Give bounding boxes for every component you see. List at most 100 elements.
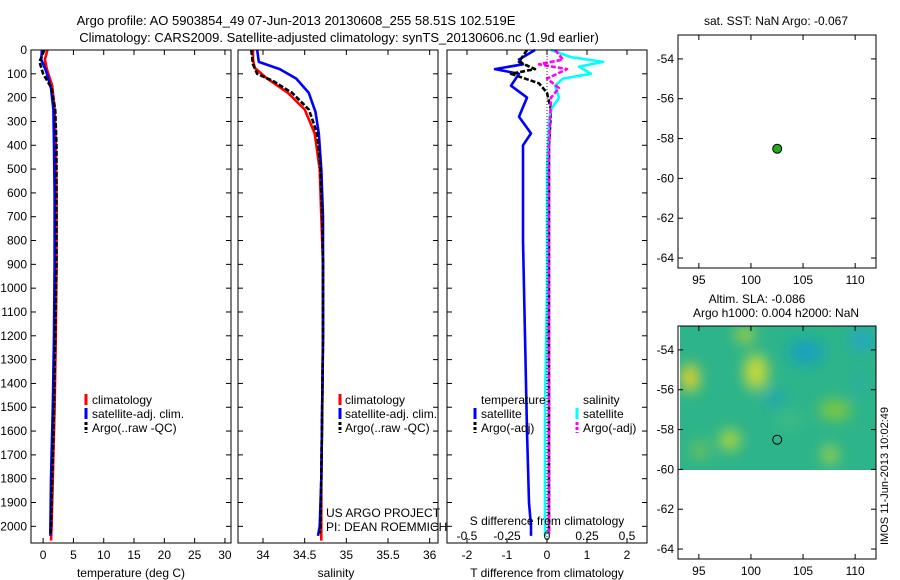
y-tick-label: 1700	[0, 448, 27, 462]
series-line-2-0	[493, 48, 536, 536]
x-tick-label: 0	[544, 548, 551, 562]
y-tick-label: 1200	[0, 329, 27, 343]
x-tick-label: 36	[423, 548, 437, 562]
legend-label-climatology: climatology	[345, 393, 405, 407]
temperature-axes	[30, 49, 232, 544]
difference-xlabel-salinity: S difference from climatology	[470, 514, 625, 528]
x-tick-label: 0	[40, 548, 47, 562]
y-tick-label: 1300	[0, 353, 27, 367]
temperature-legend: climatology satellite-adj. clim. Argo(..…	[84, 393, 184, 435]
x-tick-label: 100	[741, 564, 761, 578]
y-tick-label: 400	[7, 138, 27, 152]
y-tick-label: 0	[20, 43, 27, 57]
difference-xlabel: T difference from climatology	[470, 566, 624, 580]
x-tick-label: 2	[624, 548, 631, 562]
sla-map-title-line2: Argo h1000: 0.004 h2000: NaN	[693, 306, 859, 320]
x-tick-label: 25	[188, 548, 202, 562]
x-tick-label-salinity: 0.5	[619, 529, 636, 543]
salinity-panel: 34 34.5 35 35.5 36 salinity climatology sate…	[237, 49, 447, 580]
x-tick-label: 34	[256, 548, 270, 562]
y-tick-label: 200	[7, 91, 27, 105]
temperature-panel: 0 5 10 15 20 25 300100200300400500600700800900…	[0, 43, 232, 580]
sla-map-title-line1: Altim. SLA: -0.086	[709, 292, 806, 306]
x-tick-label: 35	[340, 548, 354, 562]
series-line-0-1	[39, 49, 56, 536]
x-tick-label: 1	[584, 548, 591, 562]
x-tick-label: 105	[793, 273, 813, 287]
project-line1: US ARGO PROJECT	[326, 506, 441, 520]
y-tick-label: 1400	[0, 376, 27, 390]
x-tick-label: 110	[846, 564, 865, 578]
figure-title-line2: Climatology: CARS2009. Satellite-adjuste…	[79, 30, 599, 45]
y-tick-label: 1000	[0, 281, 27, 295]
salinity-axes	[237, 49, 439, 544]
series-line-2-3	[537, 49, 569, 534]
y-tick-label: 1800	[0, 472, 27, 486]
legend-label-argo: Argo(..raw -QC)	[345, 421, 430, 435]
sst-map-title: sat. SST: NaN Argo: -0.067	[704, 14, 848, 28]
x-tick-label-salinity: -0.5	[457, 529, 478, 543]
legend-title-temperature: temperature	[481, 393, 546, 407]
y-tick-label: -58	[657, 423, 675, 437]
x-tick-label: 95	[692, 273, 706, 287]
legend-label-climatology: climatology	[92, 393, 152, 407]
x-tick-label: 5	[70, 548, 77, 562]
y-tick-label: -54	[657, 343, 675, 357]
series-line-0-2	[38, 49, 58, 534]
y-tick-label: -64	[657, 251, 675, 265]
y-tick-label: 800	[7, 234, 27, 248]
series-line-1-2	[250, 49, 325, 534]
x-tick-label: -1	[502, 548, 513, 562]
legend-title-salinity: salinity	[583, 393, 620, 407]
legend-label-t-satellite: satellite	[481, 407, 522, 421]
y-tick-label: 1900	[0, 496, 27, 510]
legend-label-argo: Argo(..raw -QC)	[92, 421, 177, 435]
series-line-2-2	[543, 48, 605, 536]
y-tick-label: -60	[657, 462, 675, 476]
y-tick-label: -56	[657, 383, 675, 397]
y-tick-label: 1500	[0, 400, 27, 414]
y-tick-label: 500	[7, 162, 27, 176]
argo-location-marker	[772, 434, 783, 445]
y-tick-label: -54	[657, 52, 675, 66]
imos-watermark: IMOS 11-Jun-2013 10:02:49	[879, 407, 891, 545]
y-tick-label: -62	[657, 211, 675, 225]
y-tick-label: 300	[7, 114, 27, 128]
salinity-legend: climatology satellite-adj. clim. Argo(..…	[338, 393, 437, 435]
y-tick-label: 700	[7, 210, 27, 224]
y-tick-label: 1100	[1, 305, 27, 319]
legend-label-satellite: satellite-adj. clim.	[345, 407, 437, 421]
x-tick-label: 10	[97, 548, 111, 562]
temperature-xlabel: temperature (deg C)	[77, 566, 185, 580]
project-line2: PI: DEAN ROEMMICH	[326, 520, 447, 534]
x-tick-label: 15	[127, 548, 141, 562]
x-tick-label: 110	[846, 273, 865, 287]
y-tick-label: -62	[657, 502, 675, 516]
salinity-xlabel: salinity	[318, 566, 355, 580]
x-tick-label: 105	[793, 564, 813, 578]
x-tick-label-salinity: -0.25	[493, 529, 521, 543]
sla-map-panel: Altim. SLA: -0.086 Argo h1000: 0.004 h20…	[657, 292, 891, 578]
sla-map-axes	[677, 325, 877, 560]
y-tick-label: 600	[7, 186, 27, 200]
legend-label-s-satellite: satellite	[583, 407, 624, 421]
difference-legend: temperature salinity satellite Argo(-adj…	[473, 393, 636, 435]
x-tick-label: 30	[218, 548, 232, 562]
x-tick-label: 34.5	[293, 548, 317, 562]
y-tick-label: 1600	[0, 424, 27, 438]
sst-map-panel: sat. SST: NaN Argo: -0.067 95 100 105 110 -5…	[657, 14, 877, 287]
x-tick-label: 100	[741, 273, 761, 287]
legend-label-t-argo: Argo(-adj)	[481, 421, 534, 435]
y-tick-label: 100	[7, 67, 27, 81]
y-tick-label: -64	[657, 542, 675, 556]
x-tick-label: -2	[462, 548, 473, 562]
argo-location-marker	[772, 143, 783, 154]
y-tick-label: -58	[657, 132, 675, 146]
y-tick-label: 900	[7, 257, 27, 271]
x-tick-label: 35.5	[376, 548, 400, 562]
legend-label-s-argo: Argo(-adj)	[583, 421, 636, 435]
x-tick-label-salinity: 0.25	[575, 529, 599, 543]
y-tick-label: -60	[657, 171, 675, 185]
